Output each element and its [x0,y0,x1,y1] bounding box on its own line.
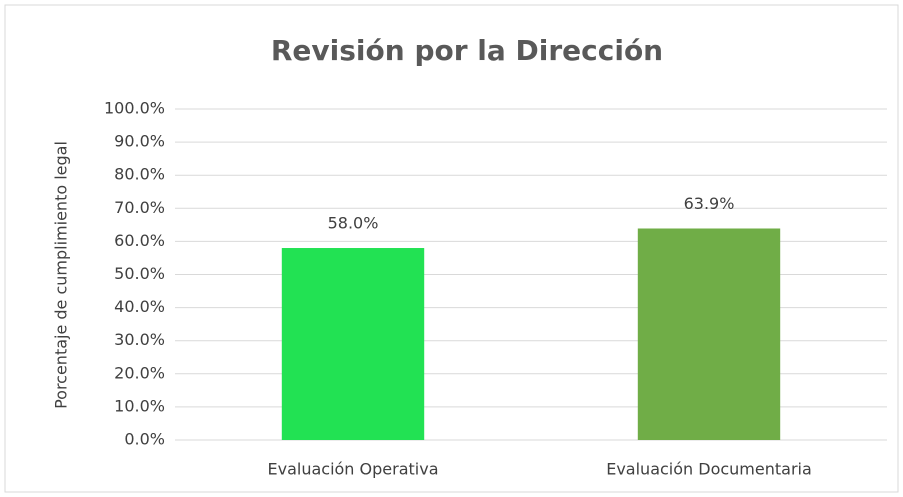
y-tick-label: 50.0% [114,264,165,283]
data-label: 63.9% [684,194,735,213]
y-tick-label: 80.0% [114,165,165,184]
y-tick-label: 30.0% [114,330,165,349]
y-axis-title: Porcentaje de cumplimiento legal [52,141,71,409]
y-tick-label: 90.0% [114,132,165,151]
y-tick-label: 20.0% [114,363,165,382]
y-tick-label: 10.0% [114,396,165,415]
x-tick-label: Evaluación Operativa [268,460,439,479]
data-label: 58.0% [328,214,379,233]
bar [281,248,425,440]
y-tick-label: 70.0% [114,198,165,217]
y-tick-label: 100.0% [104,99,165,118]
y-tick-label: 0.0% [124,430,165,449]
x-tick-label: Evaluación Documentaria [606,460,812,479]
bar [637,228,781,440]
chart-title: Revisión por la Dirección [271,34,663,67]
y-tick-label: 40.0% [114,297,165,316]
y-tick-label: 60.0% [114,231,165,250]
